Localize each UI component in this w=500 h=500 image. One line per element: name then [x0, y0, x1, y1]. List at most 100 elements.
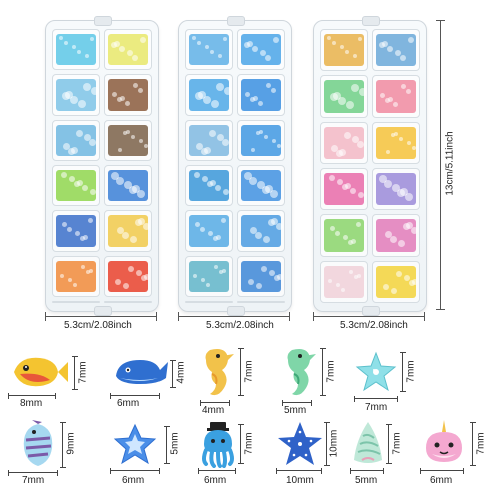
- clay-piece-highlight: [73, 282, 77, 287]
- blue-star-width: 6mm: [122, 475, 145, 486]
- clay-piece-highlight: [222, 138, 229, 146]
- clay-piece-highlight: [208, 231, 213, 237]
- octopus-height: 7mm: [243, 432, 255, 455]
- clay-piece-highlight: [80, 236, 85, 242]
- blue-whale-height-line: [170, 360, 176, 388]
- seahorse-height: 7mm: [243, 360, 255, 383]
- clay-piece-highlight: [209, 129, 216, 137]
- box-hinge: [362, 306, 380, 316]
- clay-piece-highlight: [88, 218, 93, 224]
- clay-piece-highlight: [215, 184, 221, 191]
- compartment: [185, 255, 233, 297]
- box-hinge: [227, 306, 245, 316]
- light-starfish-width: 7mm: [365, 402, 388, 413]
- clay-piece-highlight: [83, 83, 91, 92]
- height-label: 13cm/5.11inch: [444, 131, 456, 196]
- clay-piece-highlight: [336, 149, 343, 157]
- clay-piece-highlight: [62, 222, 67, 228]
- clay-piece-highlight: [135, 219, 142, 227]
- clay-piece-highlight: [205, 45, 209, 49]
- clay-piece-highlight: [202, 175, 208, 182]
- clay-piece-highlight: [354, 274, 358, 279]
- clay-piece-highlight: [118, 147, 122, 152]
- clay-piece-highlight: [385, 231, 392, 239]
- clay-piece-highlight: [406, 89, 411, 95]
- clay-piece-highlight: [128, 265, 134, 272]
- compartment: [104, 164, 152, 207]
- blue-star-height: 5mm: [169, 432, 181, 455]
- clay-piece-highlight: [218, 54, 222, 58]
- yellow-fish-height-line: [72, 356, 78, 390]
- clay-piece-highlight: [353, 54, 357, 58]
- clay-piece-highlight: [144, 273, 150, 280]
- seahorse-width-line: [200, 400, 230, 406]
- clay-piece-highlight: [357, 273, 361, 278]
- seahorse-width: 4mm: [202, 405, 225, 416]
- clay-piece-highlight: [336, 282, 340, 287]
- clay-piece-highlight: [266, 83, 271, 89]
- clay-pieces: [189, 34, 229, 66]
- clay-piece-highlight: [119, 46, 125, 52]
- clay-piece-highlight: [265, 55, 271, 61]
- narwhal-height: 7mm: [475, 432, 487, 455]
- clay-piece-highlight: [89, 268, 93, 273]
- clay-piece-highlight: [69, 175, 75, 182]
- yellow-fish-width-line: [8, 393, 56, 399]
- width-dimension-line-3: [313, 312, 425, 321]
- clay-piece-highlight: [397, 188, 405, 197]
- organizer-box-1: [45, 16, 159, 316]
- compartment: [237, 29, 285, 71]
- width-label-2: 5.3cm/2.08inch: [204, 320, 276, 331]
- width-dimension-line-2: [178, 312, 290, 321]
- width-label-1: 5.3cm/2.08inch: [62, 320, 134, 331]
- compartment: [185, 74, 233, 116]
- clay-piece-highlight: [210, 179, 216, 186]
- compartment: [237, 74, 285, 116]
- clay-piece-highlight: [74, 180, 80, 187]
- compartment: [185, 210, 233, 252]
- box-hinge: [94, 16, 112, 26]
- clay-piece-highlight: [140, 37, 146, 43]
- clay-piece-highlight: [78, 100, 86, 109]
- clay-piece-highlight: [214, 264, 218, 269]
- clay-piece-highlight: [192, 36, 196, 40]
- clay-piece-highlight: [77, 50, 81, 54]
- compartment: [372, 121, 420, 164]
- compartment: [372, 75, 420, 118]
- compartment: [104, 74, 152, 116]
- clay-piece-highlight: [126, 129, 130, 134]
- compartment: [52, 210, 100, 252]
- clay-piece-highlight: [356, 222, 361, 228]
- shell-piece: [354, 422, 382, 463]
- compartment: [372, 214, 420, 257]
- clay-piece-highlight: [115, 278, 121, 285]
- octopus-piece: [202, 422, 234, 468]
- clay-piece-highlight: [194, 171, 200, 178]
- octopus-height-line: [238, 424, 244, 464]
- clay-piece-highlight: [90, 188, 96, 195]
- organizer-box-3: [313, 16, 427, 316]
- shell-width: 5mm: [355, 475, 378, 486]
- clay-piece-highlight: [76, 129, 83, 137]
- compartment: [320, 167, 368, 211]
- clay-piece-highlight: [195, 222, 200, 228]
- clay-piece-highlight: [358, 191, 364, 198]
- shell-height: 7mm: [391, 432, 403, 455]
- clay-piece-highlight: [210, 50, 214, 54]
- clay-piece-highlight: [341, 287, 345, 292]
- clay-piece-highlight: [200, 227, 205, 233]
- clay-piece-highlight: [77, 179, 83, 186]
- clay-piece-highlight: [273, 37, 279, 43]
- clay-piece-highlight: [196, 142, 203, 150]
- clay-piece-highlight: [351, 239, 356, 245]
- clay-piece-highlight: [130, 236, 137, 244]
- clay-piece-highlight: [348, 240, 353, 246]
- clay-piece-highlight: [259, 129, 263, 134]
- clay-piece-highlight: [400, 55, 406, 61]
- clay-piece-highlight: [270, 189, 278, 198]
- blue-starfish-width: 10mm: [286, 475, 314, 486]
- clay-piece-highlight: [256, 130, 260, 135]
- clay-piece-highlight: [201, 147, 208, 155]
- clay-piece-highlight: [255, 232, 262, 240]
- clay-piece-highlight: [271, 88, 276, 94]
